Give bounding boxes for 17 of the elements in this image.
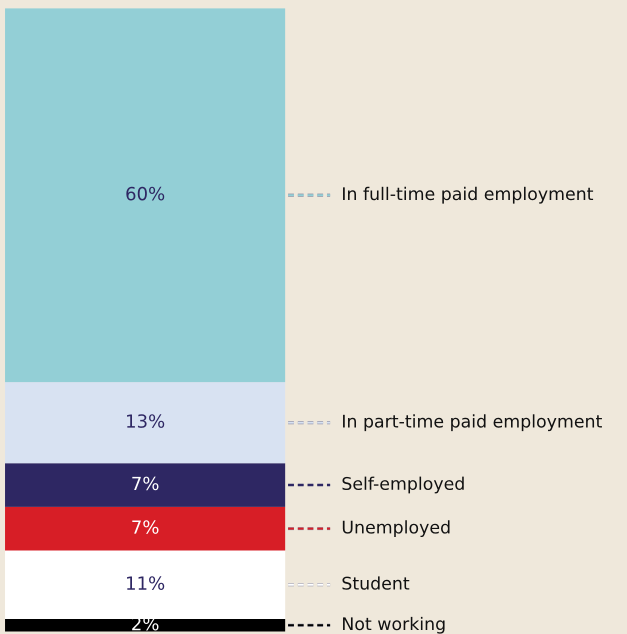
- legend-label: In full-time paid employment: [343, 186, 594, 204]
- bar: [5, 550, 286, 619]
- bar: [5, 8, 286, 382]
- data-label: 60%: [126, 186, 164, 200]
- legend-label: Student: [342, 576, 410, 590]
- data-label: 7%: [132, 520, 158, 534]
- legend-label: Self-employed: [342, 476, 464, 494]
- legend-label: Unemployed: [342, 520, 450, 538]
- bar: [5, 382, 286, 464]
- data-label: 7%: [132, 476, 158, 490]
- bar: [5, 463, 286, 507]
- data-label: 13%: [127, 414, 164, 428]
- legend-label: Not working: [343, 616, 445, 634]
- bar: [5, 506, 286, 550]
- data-label: 11%: [127, 576, 164, 590]
- bar: [5, 619, 286, 632]
- legend-label: In part-time paid employment: [343, 414, 602, 432]
